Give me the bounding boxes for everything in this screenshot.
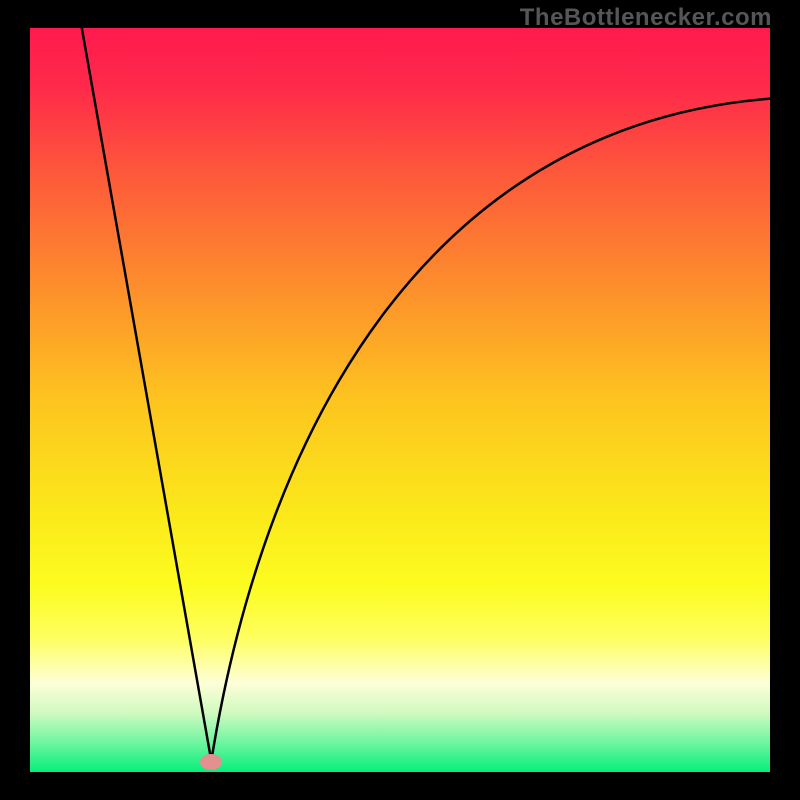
vertex-marker — [200, 754, 222, 770]
chart-container: TheBottlenecker.com — [0, 0, 800, 800]
watermark-text: TheBottlenecker.com — [520, 4, 772, 32]
plot-area — [30, 28, 770, 772]
bottleneck-curve — [82, 28, 770, 761]
chart-svg — [30, 28, 770, 772]
